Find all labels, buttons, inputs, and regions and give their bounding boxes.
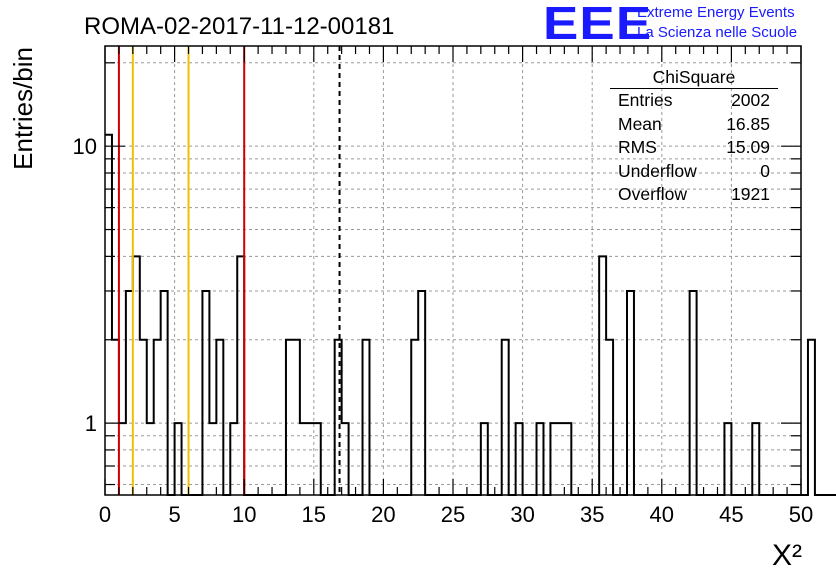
logo-line-2: La Scienza nelle Scuole bbox=[637, 24, 798, 41]
x-tick-label: 15 bbox=[302, 502, 326, 527]
x-tick-label: 40 bbox=[650, 502, 674, 527]
stats-value: 15.09 bbox=[726, 137, 770, 157]
stats-value: 1921 bbox=[731, 184, 770, 204]
x-tick-label: 10 bbox=[232, 502, 256, 527]
y-tick-label: 1 bbox=[85, 411, 97, 436]
stats-title: ChiSquare bbox=[610, 66, 778, 89]
stats-label: Entries bbox=[618, 90, 673, 110]
stats-value: 16.85 bbox=[726, 113, 770, 134]
x-tick-label: 35 bbox=[580, 502, 604, 527]
x-tick-label: 0 bbox=[99, 502, 111, 527]
stats-row-mean: Mean 16.85 bbox=[610, 113, 778, 137]
stats-row-underflow: Underflow 0 bbox=[610, 160, 778, 184]
x-tick-label: 30 bbox=[510, 502, 534, 527]
stats-row-rms: RMS 15.09 bbox=[610, 136, 778, 160]
stats-label: Overflow bbox=[618, 184, 688, 204]
x-tick-label: 25 bbox=[441, 502, 465, 527]
logo-line-1: Extreme Energy Events bbox=[637, 4, 795, 21]
stats-row-entries: Entries 2002 bbox=[610, 89, 778, 113]
stats-label: Mean bbox=[618, 113, 662, 134]
y-tick-label: 10 bbox=[73, 134, 97, 159]
eee-logo: EEE bbox=[543, 0, 653, 49]
stats-label: Underflow bbox=[618, 160, 697, 181]
stats-box: ChiSquare Entries 2002 Mean 16.85 RMS 15.09… bbox=[610, 66, 778, 207]
x-axis-label: X² bbox=[772, 539, 802, 572]
y-axis-label: Entries/bin bbox=[8, 47, 38, 170]
stats-label: RMS bbox=[618, 137, 657, 157]
x-tick-label: 20 bbox=[371, 502, 395, 527]
reference-lines bbox=[117, 46, 341, 495]
x-tick-label: 5 bbox=[168, 502, 180, 527]
axes: 0 5 10 15 20 25 30 35 40 45 50 1 10 bbox=[73, 45, 813, 527]
x-tick-label: 50 bbox=[789, 502, 813, 527]
chart-title: ROMA-02-2017-11-12-00181 bbox=[84, 13, 394, 40]
stats-value: 2002 bbox=[731, 90, 770, 110]
stats-value: 0 bbox=[760, 160, 770, 181]
stats-row-overflow: Overflow 1921 bbox=[610, 183, 778, 207]
x-tick-label: 45 bbox=[719, 502, 743, 527]
